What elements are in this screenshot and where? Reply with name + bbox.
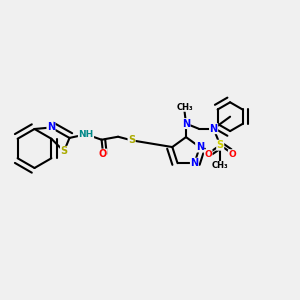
Text: O: O xyxy=(204,150,212,159)
Text: N: N xyxy=(47,122,55,133)
Text: N: N xyxy=(196,142,204,152)
Text: NH: NH xyxy=(78,130,94,139)
Text: S: S xyxy=(128,135,135,145)
Text: O: O xyxy=(228,150,236,159)
Text: O: O xyxy=(99,149,107,159)
Text: CH₃: CH₃ xyxy=(212,161,229,170)
Text: N: N xyxy=(190,158,199,168)
Text: S: S xyxy=(60,146,68,156)
Text: N: N xyxy=(209,124,218,134)
Text: N: N xyxy=(182,118,190,129)
Text: S: S xyxy=(217,140,224,150)
Text: CH₃: CH₃ xyxy=(176,103,193,112)
